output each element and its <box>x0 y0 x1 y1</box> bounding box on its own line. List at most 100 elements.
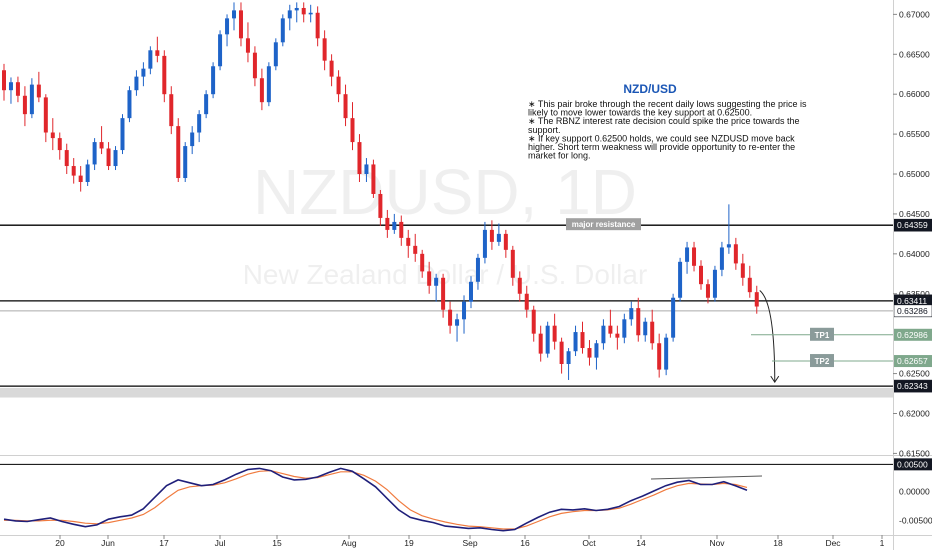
candle-body <box>594 343 599 358</box>
indicator-panel: 0.00500 0.00000 -0.00500 <box>0 458 932 532</box>
y-tick-label: 0.62000 <box>899 408 930 418</box>
candle-body <box>643 321 648 336</box>
x-tick-label: 17 <box>159 538 169 548</box>
candle-body <box>176 126 181 179</box>
candle <box>71 158 76 184</box>
candle-body <box>287 10 292 19</box>
x-tick-label: 15 <box>272 538 282 548</box>
candle <box>50 118 55 151</box>
candle-body <box>685 247 690 262</box>
candle <box>197 110 202 143</box>
candle <box>692 241 697 272</box>
level-price-label: 0.64359 <box>897 220 928 230</box>
candle-body <box>538 333 543 354</box>
candle <box>427 261 432 294</box>
candle-body <box>664 337 669 370</box>
candle-body <box>78 175 83 182</box>
candle <box>225 14 230 47</box>
candle-body <box>190 132 195 147</box>
y-tick-label: 0.66000 <box>899 89 930 99</box>
level-price-label: 0.63411 <box>897 296 927 306</box>
candle-body <box>531 309 536 334</box>
note-line: support. <box>528 125 561 135</box>
candle-body <box>671 297 676 338</box>
y-tick-label: 0.64000 <box>899 249 930 259</box>
candle <box>22 86 27 127</box>
candle-body <box>573 332 578 352</box>
candle <box>301 2 306 23</box>
y-tick-label: 0.61500 <box>899 448 930 458</box>
target-price-tag <box>894 355 932 368</box>
candle <box>538 325 543 362</box>
level-price-label: 0.63286 <box>897 306 928 316</box>
candle <box>211 62 216 99</box>
candle-body <box>392 221 397 230</box>
candle-body <box>510 249 515 278</box>
candle <box>350 102 355 151</box>
target-price-label: 0.62657 <box>897 356 928 366</box>
candle-body <box>726 244 731 248</box>
candle-body <box>204 94 209 115</box>
candle <box>587 340 592 366</box>
candle-body <box>406 237 411 246</box>
candle-body <box>148 50 153 69</box>
candle <box>573 325 578 357</box>
y-tick-label: 0.67000 <box>899 9 930 19</box>
candle-body <box>29 84 34 115</box>
candle <box>685 241 690 274</box>
candle-body <box>43 97 48 133</box>
candle <box>552 313 557 350</box>
candle-body <box>301 7 306 15</box>
y-tick-label: 0.65500 <box>899 129 930 139</box>
candle <box>441 273 446 318</box>
x-tick-label: Aug <box>341 538 356 548</box>
candle-body <box>503 233 508 250</box>
indicator-series-line <box>3 467 748 532</box>
candle-body <box>371 164 376 194</box>
candle <box>322 30 327 71</box>
x-tick-label: 19 <box>404 538 414 548</box>
candle-body <box>266 66 271 103</box>
support-zone <box>0 387 894 398</box>
y-tick-label: 0.62500 <box>899 369 930 379</box>
candle <box>162 50 167 103</box>
candle <box>99 126 104 155</box>
projection-arrowhead <box>770 375 780 384</box>
target-tag-bg <box>810 354 834 368</box>
candle-body <box>308 12 313 15</box>
note-line: higher. Short term weakness will provide… <box>528 142 795 152</box>
candle-body <box>2 70 6 91</box>
y-tick-label: 0.64500 <box>899 209 930 219</box>
candle-body <box>496 233 501 242</box>
candle <box>448 301 453 334</box>
take-profit-targets: TP1 0.62986 TP2 0.62657 <box>751 290 932 384</box>
candle <box>601 319 606 350</box>
candle <box>566 348 571 380</box>
level-note-bg <box>566 218 641 231</box>
candle <box>392 213 397 234</box>
candle <box>482 221 487 264</box>
analysis-note: NZD/USD ∗ This pair broke through the re… <box>528 82 807 161</box>
candle <box>615 325 620 350</box>
target-name: TP1 <box>815 331 830 340</box>
candle <box>719 241 724 277</box>
candle <box>78 166 83 192</box>
candle <box>740 253 745 286</box>
candle-body <box>64 150 69 167</box>
candle <box>726 204 731 254</box>
candle <box>559 337 564 374</box>
candle <box>64 143 69 175</box>
candle <box>455 313 460 342</box>
candle-body <box>259 78 264 103</box>
candle-body <box>413 245 418 254</box>
candle <box>183 142 188 182</box>
candle <box>273 38 278 71</box>
candle-body <box>657 343 662 370</box>
candle <box>245 22 250 63</box>
candle-body <box>622 319 627 338</box>
candle-body <box>462 301 467 320</box>
candle <box>489 220 494 250</box>
note-line: likely to move lower towards the key sup… <box>528 108 752 118</box>
